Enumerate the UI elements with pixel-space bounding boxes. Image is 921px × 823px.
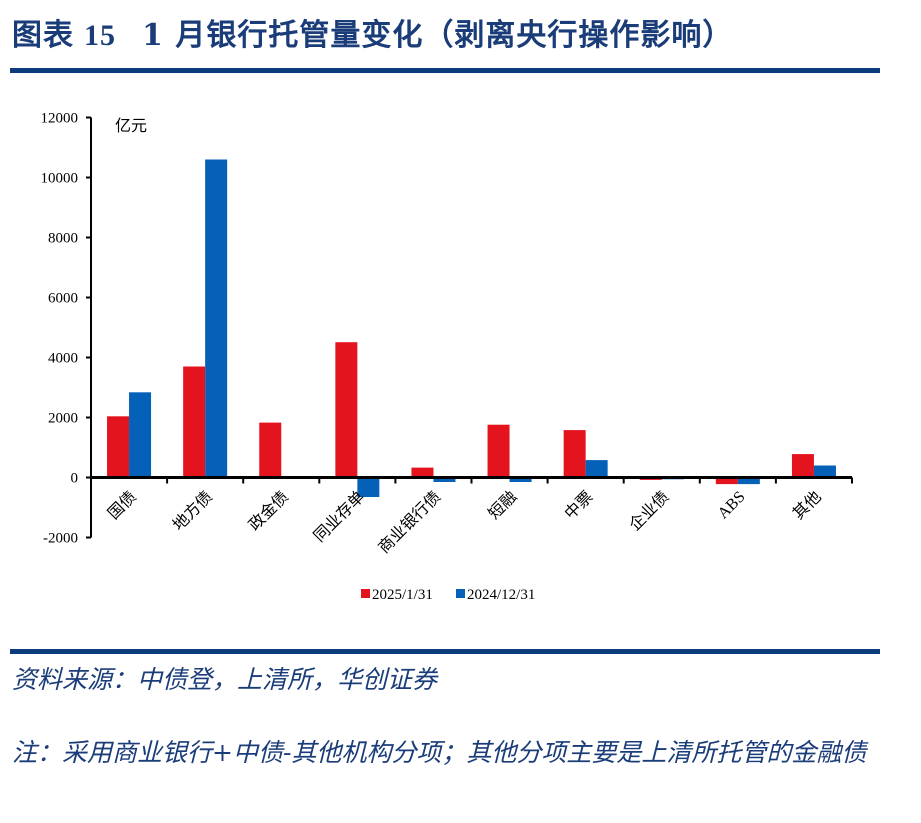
figure-title-text: 1 月银行托管量变化（剥离央行操作影响） [142,18,734,53]
legend-swatch [456,589,465,598]
x-tick-label: 政金债 [245,488,292,535]
x-tick-label: 地方债 [169,488,216,535]
bar [737,477,760,485]
bar [129,392,152,478]
y-tick-label: 10000 [41,171,79,187]
figure-label: 图表 [12,18,74,53]
bar [563,430,586,478]
legend-label: 2024/12/31 [467,587,535,603]
figure-number: 15 [84,19,116,52]
x-tick-label: 中票 [561,488,596,523]
bar [107,416,130,478]
y-tick-label: 8000 [48,231,78,247]
bar [791,454,814,478]
y-axis: -2000 0 2000 4000 6000 8000 10000 12000 [41,111,92,547]
footer-divider [10,649,880,654]
y-tick-label: 4000 [48,351,78,367]
x-tick-label: ABS [715,488,749,522]
bar [715,477,738,485]
unit-label: 亿元 [115,117,147,135]
x-tick-label: 同业存单 [310,488,368,546]
bar [585,460,608,478]
bar [411,467,434,478]
x-axis: 国债 地方债 政金债 同业存单 商业银行债 短融 中票 企业债 ABS 其他 [90,476,853,557]
y-tick-label: -2000 [43,531,78,547]
bar [433,477,456,482]
legend-label: 2025/1/31 [372,587,433,603]
source-text: 资料来源：中债登，上清所，华创证券 [12,665,438,694]
bar [183,366,206,478]
x-tick-label: 企业债 [626,488,673,535]
bar-chart: -2000 0 2000 4000 6000 8000 10000 12000 国债 地方债 政金… [41,111,853,603]
y-tick-label: 12000 [41,111,79,127]
x-tick-label: 其他 [789,488,824,523]
legend: 2025/1/31 2024/12/31 [361,587,535,603]
y-tick-label: 2000 [48,411,78,427]
x-tick-label: 商业银行债 [375,488,444,557]
x-tick-label: 国债 [105,488,140,523]
bar [335,342,358,478]
x-tick-label: 短融 [485,488,520,523]
bars [107,159,836,497]
y-tick-label: 0 [71,471,79,487]
bar [509,477,532,482]
note-text: 注：采用商业银行+中债-其他机构分项；其他分项主要是上清所托管的金融债 [12,738,867,767]
title-divider [10,68,880,73]
y-tick-label: 6000 [48,291,78,307]
bar [487,424,510,478]
bar [259,422,282,478]
legend-swatch [361,589,370,598]
bar [205,159,228,478]
bar [813,465,836,478]
bar [357,477,380,497]
figure-title: 图表 15 1 月银行托管量变化（剥离央行操作影响） [12,10,733,54]
